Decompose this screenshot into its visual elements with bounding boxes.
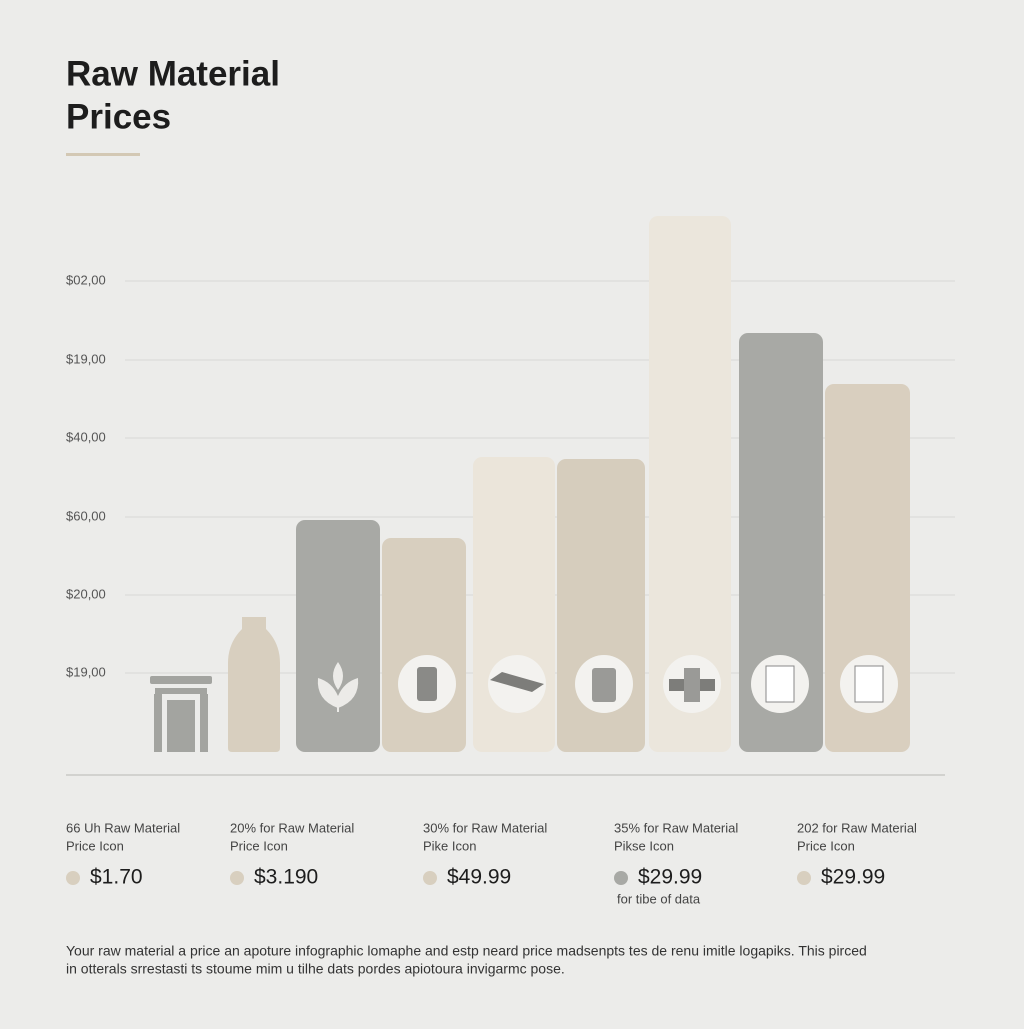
footer-text: Your raw material a price an apoture inf… bbox=[66, 943, 867, 959]
bar bbox=[382, 538, 466, 752]
stand-icon bbox=[150, 676, 212, 752]
legend-price: $49.99 bbox=[447, 866, 511, 889]
legend-text: 20% for Raw Material bbox=[230, 820, 354, 835]
legend-dot bbox=[66, 871, 80, 885]
legend-dot bbox=[230, 871, 244, 885]
legend-dot bbox=[797, 871, 811, 885]
legend-text: Pikse Icon bbox=[614, 838, 674, 853]
bar bbox=[649, 216, 731, 752]
legend-price: $3.190 bbox=[254, 866, 318, 889]
bar bbox=[296, 520, 380, 752]
y-axis-label: $19,00 bbox=[66, 351, 106, 366]
legend-text: Pike Icon bbox=[423, 838, 476, 853]
legend-text: Price Icon bbox=[230, 838, 288, 853]
legend-text: 66 Uh Raw Material bbox=[66, 820, 180, 835]
bar bbox=[825, 384, 910, 752]
legend-price: $1.70 bbox=[90, 866, 143, 889]
y-axis-label: $19,00 bbox=[66, 664, 106, 679]
icon-circles bbox=[398, 655, 898, 713]
y-axis-label: $40,00 bbox=[66, 429, 106, 444]
title-line: Raw Material bbox=[66, 54, 280, 93]
bar bbox=[739, 333, 823, 752]
legend-dot bbox=[423, 871, 437, 885]
title-line: Prices bbox=[66, 97, 171, 136]
legend-price: $29.99 bbox=[638, 866, 702, 889]
footer-text: in otterals srrestasti ts stoume mim u t… bbox=[66, 961, 565, 977]
legend-text: 30% for Raw Material bbox=[423, 820, 547, 835]
legend-text: Price Icon bbox=[797, 838, 855, 853]
legend-text: 202 for Raw Material bbox=[797, 820, 917, 835]
y-axis-label: $02,00 bbox=[66, 272, 106, 287]
bottle bbox=[228, 617, 280, 752]
y-axis-label: $60,00 bbox=[66, 508, 106, 523]
legend-text: 35% for Raw Material bbox=[614, 820, 738, 835]
title-underline bbox=[66, 153, 140, 156]
legend-note: for tibe of data bbox=[617, 891, 701, 906]
legend-dot bbox=[614, 871, 628, 885]
bars bbox=[150, 216, 910, 752]
legend-price: $29.99 bbox=[821, 866, 885, 889]
legend-text: Price Icon bbox=[66, 838, 124, 853]
y-axis-label: $20,00 bbox=[66, 586, 106, 601]
leaf-icon bbox=[317, 662, 359, 712]
